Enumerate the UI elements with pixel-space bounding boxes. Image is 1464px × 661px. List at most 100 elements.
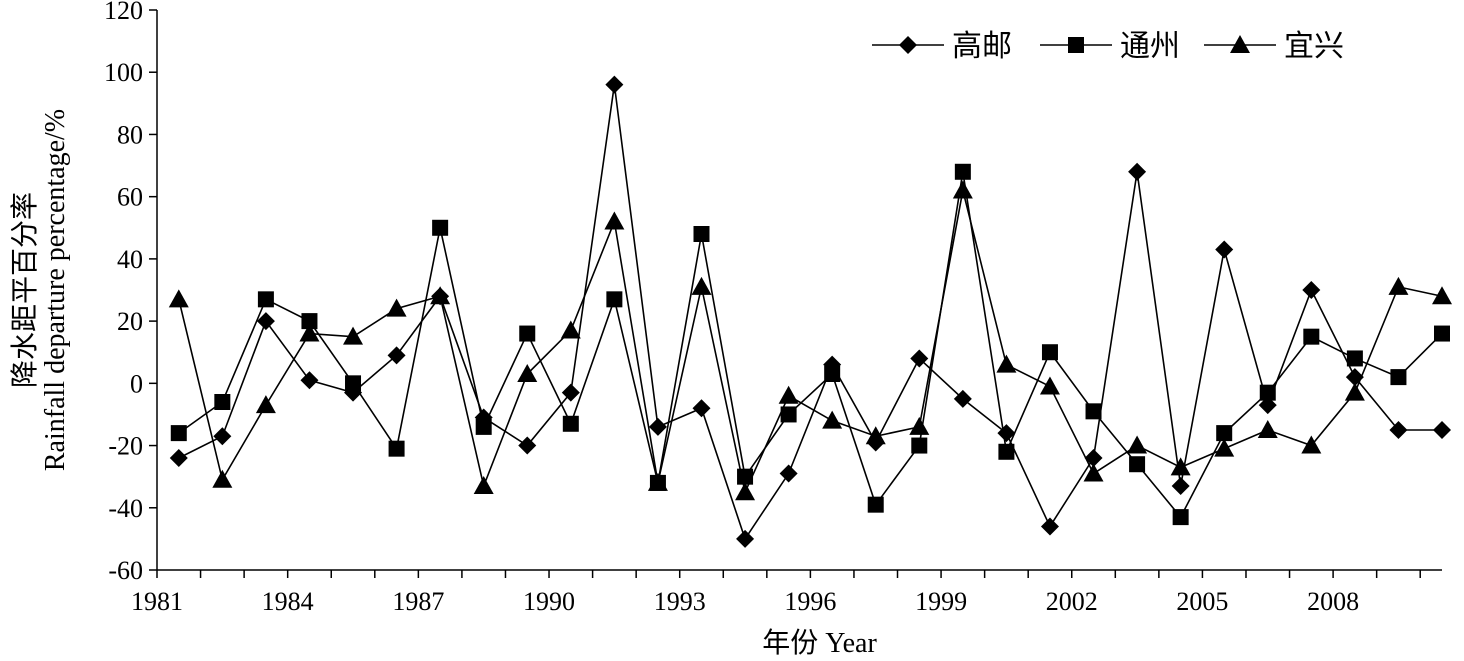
square-marker (1129, 456, 1146, 473)
diamond-marker (736, 529, 755, 548)
diamond-marker (1040, 517, 1059, 536)
triangle-marker (255, 395, 276, 414)
diamond-marker (1171, 477, 1190, 495)
square-marker (345, 375, 362, 392)
diamond-marker (1128, 162, 1147, 181)
triangle-marker (1127, 435, 1148, 454)
triangle-marker (691, 276, 712, 295)
legend-label: 宜兴 (1284, 30, 1344, 63)
triangle-marker (604, 211, 625, 230)
square-marker (1085, 403, 1102, 420)
square-marker (1303, 328, 1320, 345)
triangle-marker (299, 323, 320, 342)
square-marker (1390, 369, 1407, 386)
triangle-marker (168, 289, 189, 308)
diamond-marker (605, 75, 624, 94)
y-tick-label: 80 (117, 120, 143, 149)
triangle-marker (952, 180, 973, 199)
triangle-marker (1344, 382, 1365, 401)
x-ticks: 1981 1984 1987 1990 1993 1996 1999 2002 2005 2008 (131, 570, 1421, 616)
x-tick-label: 1993 (654, 587, 706, 616)
y-axis-title-en: Rainfall departure percentage/% (40, 109, 71, 471)
square-marker (432, 219, 449, 236)
x-axis-title: 年份 Year (762, 627, 877, 659)
triangle-marker (1432, 286, 1452, 305)
diamond-marker (518, 436, 537, 455)
legend-label: 高邮 (952, 30, 1012, 63)
square-marker (998, 443, 1015, 460)
square-marker (170, 425, 187, 442)
square-marker (1041, 344, 1058, 361)
diamond-marker (1433, 421, 1451, 439)
triangle-marker (430, 286, 451, 305)
series-triangle (168, 180, 1452, 501)
x-tick-label: 1984 (262, 587, 314, 616)
series-line (178, 190, 1443, 495)
square-marker (214, 394, 231, 410)
diamond-marker (779, 464, 798, 483)
triangle-marker (778, 385, 799, 404)
triangle-marker (1257, 420, 1278, 438)
square-marker (606, 291, 623, 308)
axes (156, 10, 1442, 571)
series-line (178, 84, 1442, 541)
triangle-marker (735, 482, 756, 501)
diamond-marker-legend (899, 36, 917, 54)
triangle-marker (1083, 463, 1104, 482)
y-ticks: -60 -40 -20 0 20 40 60 80 100 120 (104, 0, 157, 585)
legend-label: 通州 (1120, 30, 1180, 63)
square-marker (954, 163, 971, 180)
triangle-marker (1301, 435, 1322, 454)
x-tick-label: 2005 (1176, 587, 1228, 616)
diamond-marker (692, 399, 711, 418)
triangle-marker (386, 298, 407, 317)
triangle-marker (1388, 276, 1409, 295)
x-tick-label: 1987 (392, 587, 444, 616)
square-marker (867, 496, 884, 513)
triangle-marker (1214, 438, 1235, 457)
triangle-marker (647, 472, 668, 491)
series-layer (168, 75, 1452, 548)
x-tick-label: 1981 (131, 587, 183, 616)
diamond-marker (300, 371, 319, 390)
diamond-marker (169, 449, 188, 467)
series-square (170, 163, 1450, 526)
x-tick-label: 1996 (784, 587, 836, 616)
y-tick-label: -40 (108, 494, 143, 523)
diamond-marker (997, 424, 1016, 443)
series-line (178, 171, 1443, 519)
triangle-marker (212, 469, 233, 488)
square-marker (693, 226, 710, 242)
triangle-marker (909, 416, 930, 435)
triangle-marker (343, 326, 364, 345)
x-tick-label: 1999 (915, 587, 967, 616)
legend-item: 宜兴 (1204, 30, 1344, 63)
diamond-marker (1215, 240, 1234, 259)
legend-item: 通州 (1040, 30, 1180, 63)
triangle-marker (560, 320, 581, 339)
square-marker (911, 437, 928, 454)
diamond-marker (213, 427, 232, 446)
square-marker (1434, 325, 1450, 342)
x-tick-label: 1990 (523, 587, 575, 616)
y-tick-label: 60 (117, 183, 143, 212)
triangle-marker (822, 410, 843, 429)
series-diamond (169, 75, 1451, 548)
y-tick-label: 100 (104, 58, 143, 87)
triangle-marker (473, 476, 494, 494)
diamond-marker (561, 383, 580, 402)
diamond-marker (910, 349, 929, 368)
square-marker (1259, 384, 1276, 401)
square-marker (475, 418, 492, 435)
square-marker (824, 366, 841, 382)
legend-item: 高邮 (872, 30, 1012, 63)
square-marker (562, 415, 579, 432)
square-marker (1172, 509, 1189, 526)
triangle-marker-legend (1230, 35, 1250, 53)
diamond-marker (1302, 281, 1321, 299)
diamond-marker (1084, 449, 1103, 467)
legend: 高邮 通州 宜兴 (872, 30, 1344, 63)
square-marker (1346, 350, 1363, 367)
square-marker (780, 406, 797, 423)
